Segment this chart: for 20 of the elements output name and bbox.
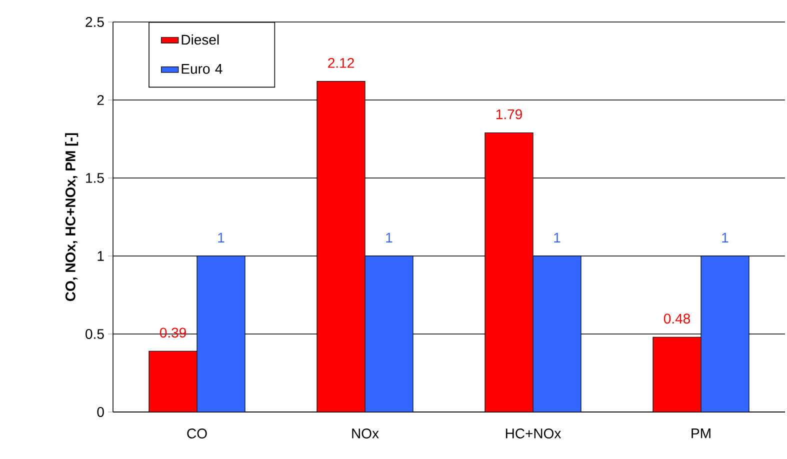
data-label: 1.79	[496, 109, 522, 120]
x-tick-label: PM	[692, 428, 710, 438]
x-tick-label: CO	[187, 428, 207, 438]
y-tick-label: 2.5	[86, 17, 104, 27]
y-axis-title: CO, NOx, HC+NOx, PM [-]	[65, 133, 78, 302]
data-label: 1	[554, 232, 560, 242]
y-tick-label: 0.5	[86, 329, 104, 339]
data-label: 0.48	[664, 314, 690, 324]
data-label: 1	[386, 232, 392, 242]
data-label: 2.12	[328, 58, 354, 68]
x-tick-label: HC+NOx	[506, 428, 562, 438]
legend-label: Diesel	[182, 34, 219, 45]
y-tick-label: 1.5	[86, 173, 104, 183]
legend-label: Euro 4	[182, 64, 222, 74]
data-label: 1	[722, 232, 728, 242]
data-label: 1	[218, 232, 224, 242]
x-tick-label: NOx	[352, 428, 379, 438]
y-tick-label: 1	[98, 251, 104, 261]
y-tick-label: 0	[97, 407, 104, 417]
y-tick-label: 2	[97, 95, 104, 105]
